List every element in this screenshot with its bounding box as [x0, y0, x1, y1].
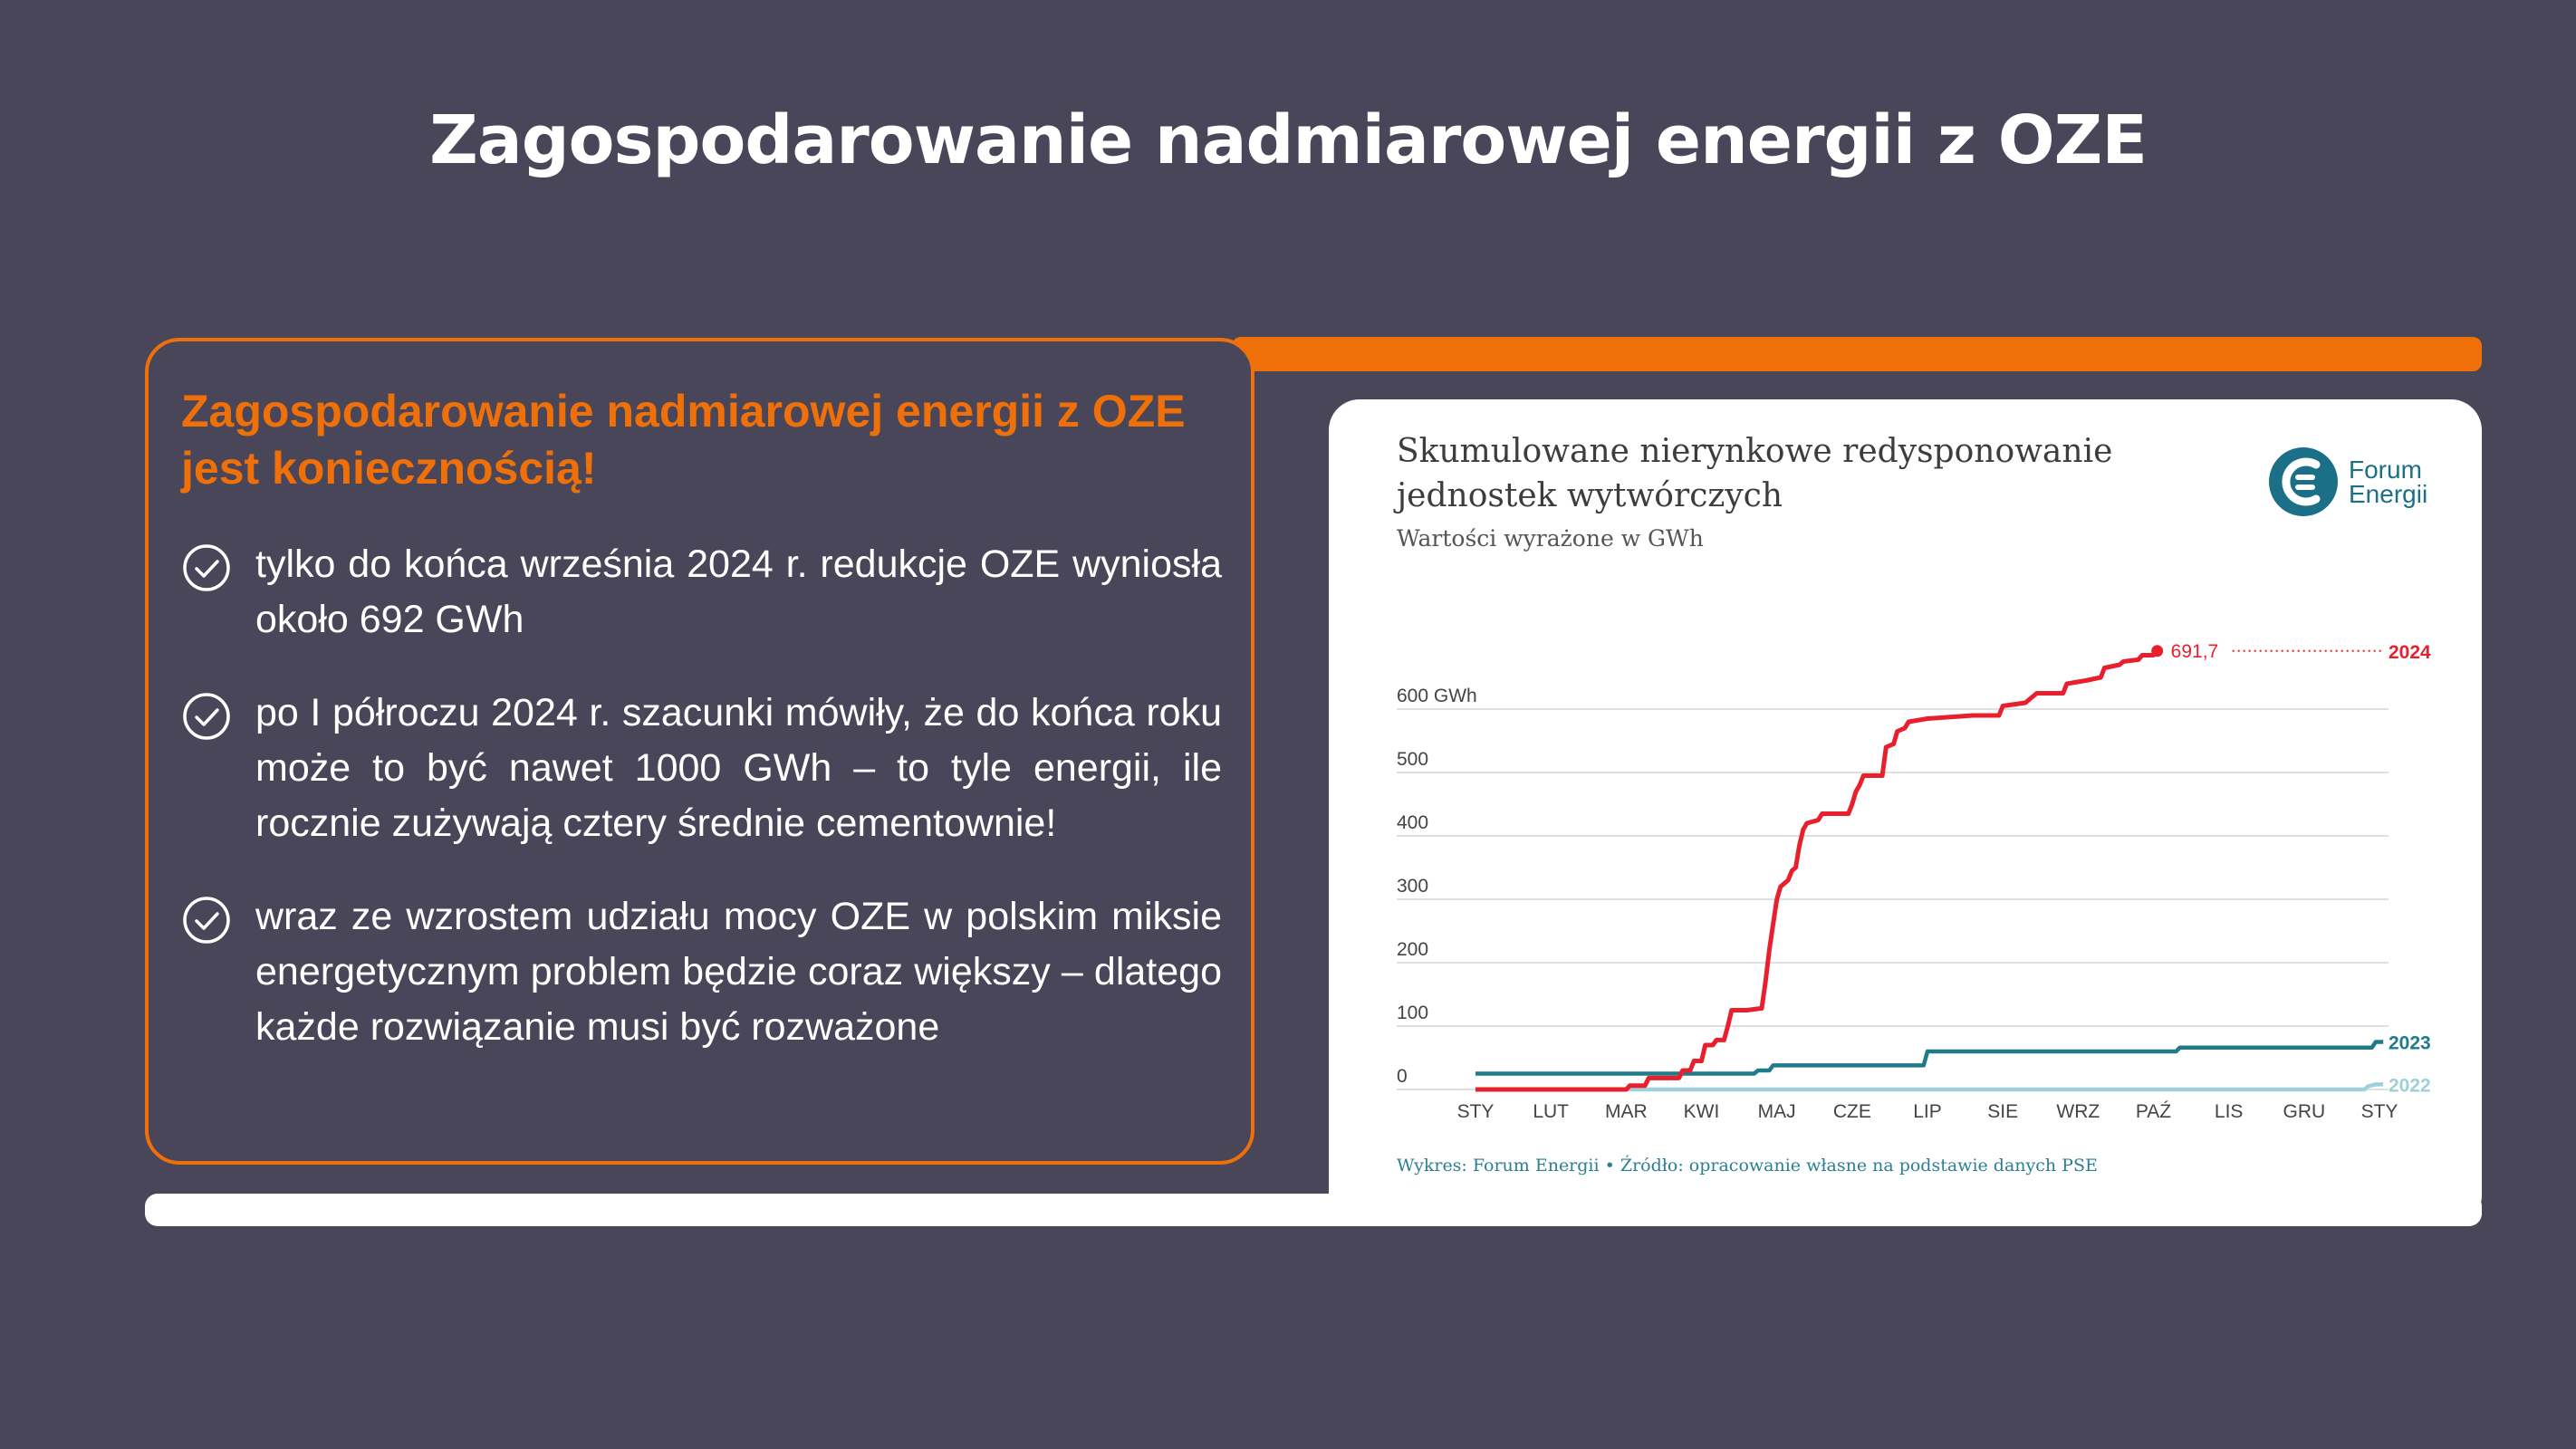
- x-tick-label: LUT: [1533, 1101, 1569, 1122]
- x-tick-label: MAJ: [1758, 1101, 1796, 1122]
- y-tick-label: 200: [1397, 939, 1428, 960]
- series-line-2023: [1475, 1040, 2384, 1076]
- y-tick-label: 500: [1397, 749, 1428, 770]
- x-tick-label: GRU: [2283, 1101, 2325, 1122]
- check-circle-icon: [183, 693, 230, 740]
- series-line-2024: [1475, 649, 2159, 1092]
- x-tick-label: PAŹ: [2136, 1101, 2171, 1122]
- slide-title: Zagospodarowanie nadmiarowej energii z O…: [429, 101, 2148, 179]
- end-value-label: 691,7: [2171, 641, 2219, 662]
- series-end-marker-2024: [2151, 645, 2164, 657]
- x-tick-label: STY: [1457, 1101, 1495, 1122]
- brand-name-line2: Energii: [2349, 480, 2427, 508]
- chart-subtitle: Wartości wyrażone w GWh: [1397, 525, 1704, 552]
- chart-source: Wykres: Forum Energii • Źródło: opracowa…: [1397, 1155, 2098, 1176]
- y-tick-label: 100: [1397, 1003, 1428, 1023]
- y-tick-label: 400: [1397, 812, 1428, 833]
- x-axis-ticks: STY LUT MAR KWI MAJ CZE LIP SIE WRZ PAŹ LIS GRU STY: [1457, 1101, 2398, 1122]
- chart-title-line1: Skumulowane nierynkowe redysponowanie: [1397, 433, 2112, 470]
- y-axis-ticks: 0 100 200 300 400 500 600 GWh: [1397, 686, 1477, 1087]
- series-label-2024: 2024: [2389, 642, 2431, 663]
- x-tick-label: MAR: [1605, 1101, 1648, 1122]
- bullet-item: wraz ze wzrostem udziału mocy OZE w pols…: [181, 889, 1224, 1055]
- y-tick-label: 600 GWh: [1397, 686, 1477, 706]
- chart-svg: Skumulowane nierynkowe redysponowanie je…: [1393, 433, 2431, 1176]
- orange-accent-bar: [1232, 337, 2482, 371]
- y-tick-label: 0: [1397, 1066, 1408, 1087]
- card-heading: Zagospodarowanie nadmiarowej energii z O…: [181, 386, 1186, 494]
- check-circle-icon: [183, 897, 230, 944]
- check-circle-icon: [183, 544, 230, 591]
- bullet-text: wraz ze wzrostem udziału mocy OZE w pols…: [255, 895, 1222, 1049]
- chart-gridlines: [1397, 708, 2389, 1090]
- bullet-text: tylko do końca września 2024 r. redukcje…: [255, 542, 1222, 641]
- chart-series: [1475, 649, 2384, 1092]
- chart-title-line2: jednostek wytwórczych: [1393, 477, 1783, 514]
- x-tick-label: KWI: [1684, 1101, 1720, 1122]
- series-label-2022: 2022: [2389, 1075, 2431, 1096]
- x-tick-label: CZE: [1833, 1101, 1871, 1122]
- x-tick-label: LIS: [2215, 1101, 2244, 1122]
- x-tick-label: STY: [2361, 1101, 2398, 1122]
- brand-name-line1: Forum: [2349, 456, 2422, 484]
- y-tick-label: 300: [1397, 876, 1428, 897]
- x-tick-label: SIE: [1987, 1101, 2018, 1122]
- series-label-2023: 2023: [2389, 1033, 2431, 1054]
- bullet-text: po I półroczu 2024 r. szacunki mówiły, ż…: [255, 691, 1222, 845]
- forum-energii-logo-icon: [2269, 447, 2338, 516]
- x-tick-label: LIP: [1913, 1101, 1942, 1122]
- series-line-2022: [1475, 1082, 2384, 1092]
- bullet-item: tylko do końca września 2024 r. redukcje…: [181, 537, 1224, 648]
- x-tick-label: WRZ: [2056, 1101, 2100, 1122]
- chart-card: Skumulowane nierynkowe redysponowanie je…: [1329, 399, 2482, 1226]
- bullet-item: po I półroczu 2024 r. szacunki mówiły, ż…: [181, 686, 1224, 851]
- info-card: Zagospodarowanie nadmiarowej energii z O…: [145, 338, 1254, 1165]
- chart-annotations: 691,7 2024 2023 2022: [2151, 641, 2431, 1096]
- brand-logo: Forum Energii: [2269, 447, 2427, 516]
